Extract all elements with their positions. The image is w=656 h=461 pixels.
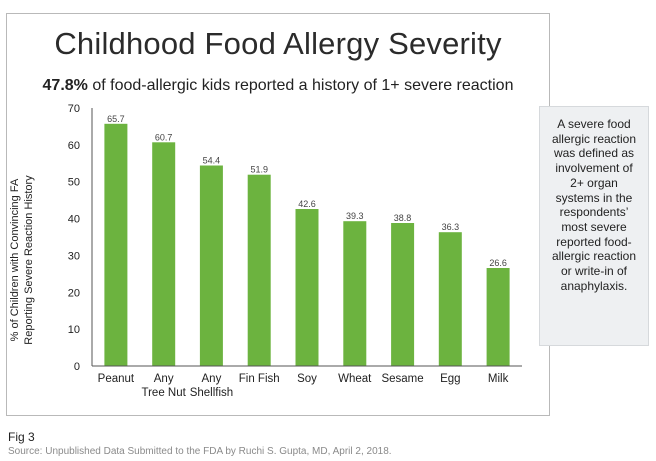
figure-label: Fig 3 xyxy=(8,430,35,444)
x-tick-label: Egg xyxy=(440,373,460,385)
subtitle-text: of food-allergic kids reported a history… xyxy=(87,77,514,94)
chart-subtitle: 47.8% of food-allergic kids reported a h… xyxy=(6,77,550,95)
y-tick-label: 70 xyxy=(68,103,80,115)
x-tick-label: Shellfish xyxy=(190,387,233,399)
x-tick-label: Wheat xyxy=(338,373,372,385)
y-tick-label: 10 xyxy=(68,324,80,336)
x-tick-label: Any xyxy=(154,373,174,385)
subtitle-highlight: 47.8% xyxy=(42,77,88,94)
bar xyxy=(391,223,415,366)
bar xyxy=(486,268,510,366)
data-label: 54.4 xyxy=(203,155,221,165)
y-tick-label: 30 xyxy=(68,250,80,262)
y-tick-label: 50 xyxy=(68,177,80,189)
bar xyxy=(343,221,367,366)
bar xyxy=(295,209,319,366)
y-tick-label: 20 xyxy=(68,287,80,299)
bar xyxy=(199,165,223,366)
x-tick-label: Any xyxy=(202,373,222,385)
x-tick-label: Milk xyxy=(488,373,509,385)
definition-note: A severe food allergic reaction was defi… xyxy=(539,106,649,346)
x-tick-label: Soy xyxy=(297,373,317,385)
data-label: 42.6 xyxy=(298,199,316,209)
chart-title: Childhood Food Allergy Severity xyxy=(54,26,502,61)
data-label: 36.3 xyxy=(442,222,460,232)
bar xyxy=(247,174,271,366)
bar xyxy=(152,142,176,366)
y-tick-label: 40 xyxy=(68,214,80,226)
x-tick-label: Fin Fish xyxy=(239,373,280,385)
data-label: 65.7 xyxy=(107,114,125,124)
data-label: 39.3 xyxy=(346,211,364,221)
y-tick-label: 0 xyxy=(74,361,80,373)
x-tick-label: Peanut xyxy=(98,373,135,385)
data-label: 60.7 xyxy=(155,132,173,142)
data-label: 38.8 xyxy=(394,213,412,223)
y-tick-label: 60 xyxy=(68,140,80,152)
data-label: 51.9 xyxy=(250,165,268,175)
source-note: Source: Unpublished Data Submitted to th… xyxy=(8,446,392,457)
bar xyxy=(438,232,462,366)
x-tick-label: Tree Nut xyxy=(142,387,187,399)
x-tick-label: Sesame xyxy=(381,373,423,385)
bar xyxy=(104,123,128,366)
data-label: 26.6 xyxy=(489,258,507,268)
